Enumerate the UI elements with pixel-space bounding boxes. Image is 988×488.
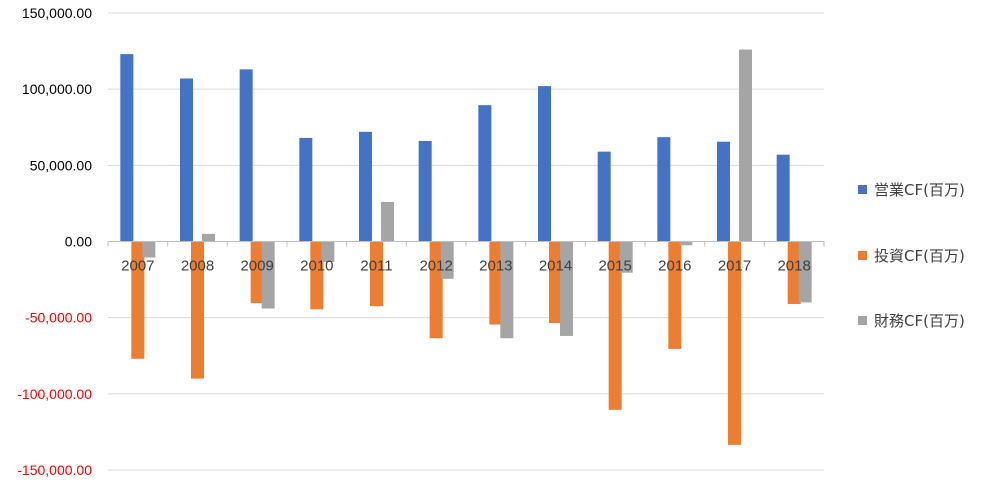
legend-label-investing: 投資CF(百万) [874,247,965,265]
bar-financing-2018 [798,241,812,303]
bar-investing-2007 [131,241,145,359]
bar-investing-2011 [370,241,383,307]
bar-operating-2009 [239,69,253,242]
bar-financing-2012 [440,241,454,279]
y-tick-label: 100,000.00 [22,81,92,97]
bar-operating-2014 [538,86,551,242]
legend-label-operating: 営業CF(百万) [874,181,965,199]
bars [120,49,812,445]
bar-investing-2010 [310,241,324,310]
bar-financing-2010 [321,241,335,263]
bar-operating-2008 [180,78,193,242]
bar-operating-2017 [717,141,730,242]
y-tick-label: 0.00 [65,234,92,250]
y-tick-label: 150,000.00 [22,5,92,21]
legend: 営業CF(百万) 投資CF(百万) 財務CF(百万) [858,0,986,488]
bar-financing-2016 [679,241,693,246]
legend-item-operating: 営業CF(百万) [858,179,965,200]
x-tick-label: 2010 [300,258,333,275]
x-tick-label: 2012 [419,258,452,275]
bar-investing-2014 [549,241,562,323]
x-tick-label: 2014 [539,258,572,275]
y-tick-labels: 150,000.00 100,000.00 50,000.00 0.00 -50,000… [17,5,92,478]
bar-operating-2007 [120,54,134,242]
x-tick-label: 2016 [658,258,691,275]
bar-investing-2008 [191,241,204,379]
bar-financing-2017 [739,49,752,242]
x-tick-label: 2018 [777,258,810,275]
x-tick-label: 2011 [360,258,392,275]
bar-operating-2015 [597,151,611,242]
cash-flow-bar-chart: 150,000.00 100,000.00 50,000.00 0.00 -50,000… [17,5,825,478]
bar-financing-2008 [202,233,215,242]
y-tick-label: 50,000.00 [30,157,92,173]
bar-financing-2014 [560,241,573,336]
gridlines [108,12,824,471]
bar-operating-2010 [299,137,313,242]
bar-investing-2012 [429,241,443,339]
legend-swatch-operating [858,185,867,194]
x-tick-label: 2015 [598,258,631,275]
bar-operating-2013 [478,105,492,242]
bar-investing-2009 [250,241,264,304]
y-tick-label: -100,000.00 [17,386,92,402]
bar-financing-2009 [261,241,275,309]
legend-swatch-investing [858,251,867,260]
x-tick-labels: 2007 2008 2009 2010 2011 2012 2013 2014 2015 2016… [121,258,811,275]
bar-operating-2012 [418,140,432,242]
y-tick-label: -150,000.00 [17,462,92,478]
x-tick-label: 2017 [718,258,751,275]
x-tick-label: 2013 [479,258,512,275]
bar-operating-2011 [359,131,372,242]
bar-financing-2015 [619,241,633,273]
x-tick-label: 2008 [181,258,214,275]
bar-operating-2018 [776,154,790,242]
legend-label-financing: 財務CF(百万) [874,312,965,330]
bar-investing-2015 [608,241,622,410]
legend-swatch-financing [858,316,867,325]
x-tick-label: 2007 [121,258,154,275]
bar-financing-2013 [500,241,514,339]
bar-investing-2018 [787,241,801,304]
bar-investing-2016 [668,241,682,349]
x-tick-label: 2009 [240,258,273,275]
bar-financing-2011 [381,201,394,242]
legend-item-investing: 投資CF(百万) [858,245,965,266]
y-tick-label: -50,000.00 [25,310,92,326]
bar-investing-2017 [728,241,741,445]
bar-investing-2013 [489,241,503,325]
legend-item-financing: 財務CF(百万) [858,310,965,331]
bar-financing-2007 [142,241,156,258]
bar-operating-2016 [657,137,671,242]
axes [107,241,825,247]
